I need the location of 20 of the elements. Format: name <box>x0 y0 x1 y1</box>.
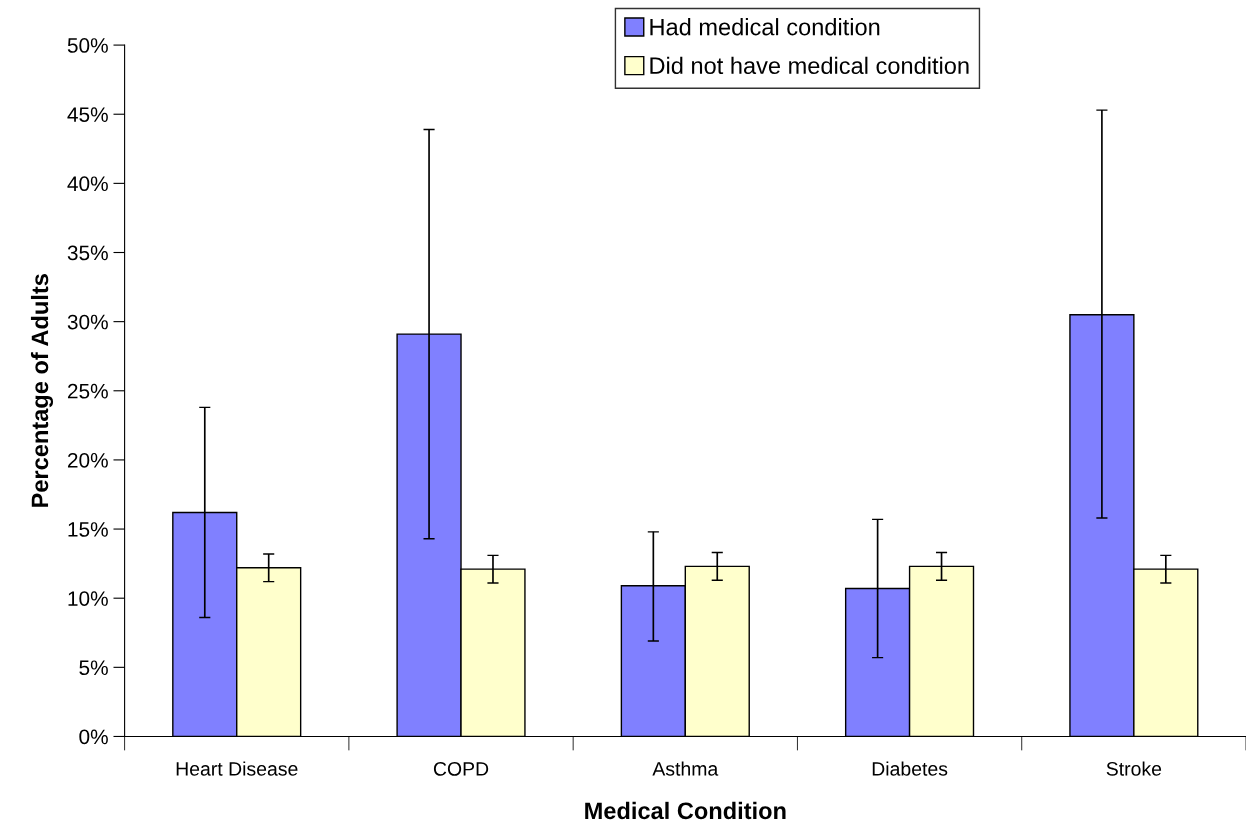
x-tick-label: COPD <box>433 761 489 776</box>
x-tick-label: Asthma <box>652 761 719 776</box>
legend-label: Had medical condition <box>650 18 880 36</box>
y-tick-label: 35% <box>67 245 108 261</box>
x-tick-label: Stroke <box>1106 761 1162 776</box>
y-tick-label: 45% <box>67 107 108 122</box>
y-axis-title: Percentage of Adults <box>30 274 54 507</box>
y-tick-label: 10% <box>68 591 108 606</box>
y-tick-label: 25% <box>67 383 108 399</box>
y-tick-label: 50% <box>67 38 108 53</box>
x-tick-label: Diabetes <box>872 761 948 776</box>
legend-label: Did not have medical condition <box>650 56 969 75</box>
y-tick-label: 0% <box>79 729 108 745</box>
y-tick-label: 40% <box>67 176 108 192</box>
x-tick-label: Heart Disease <box>176 761 298 776</box>
y-tick-label: 20% <box>67 452 108 468</box>
x-axis-title: Medical Condition <box>585 801 786 820</box>
y-tick-label: 5% <box>79 660 108 676</box>
y-tick-label: 15% <box>68 522 108 537</box>
y-tick-label: 30% <box>67 314 108 330</box>
